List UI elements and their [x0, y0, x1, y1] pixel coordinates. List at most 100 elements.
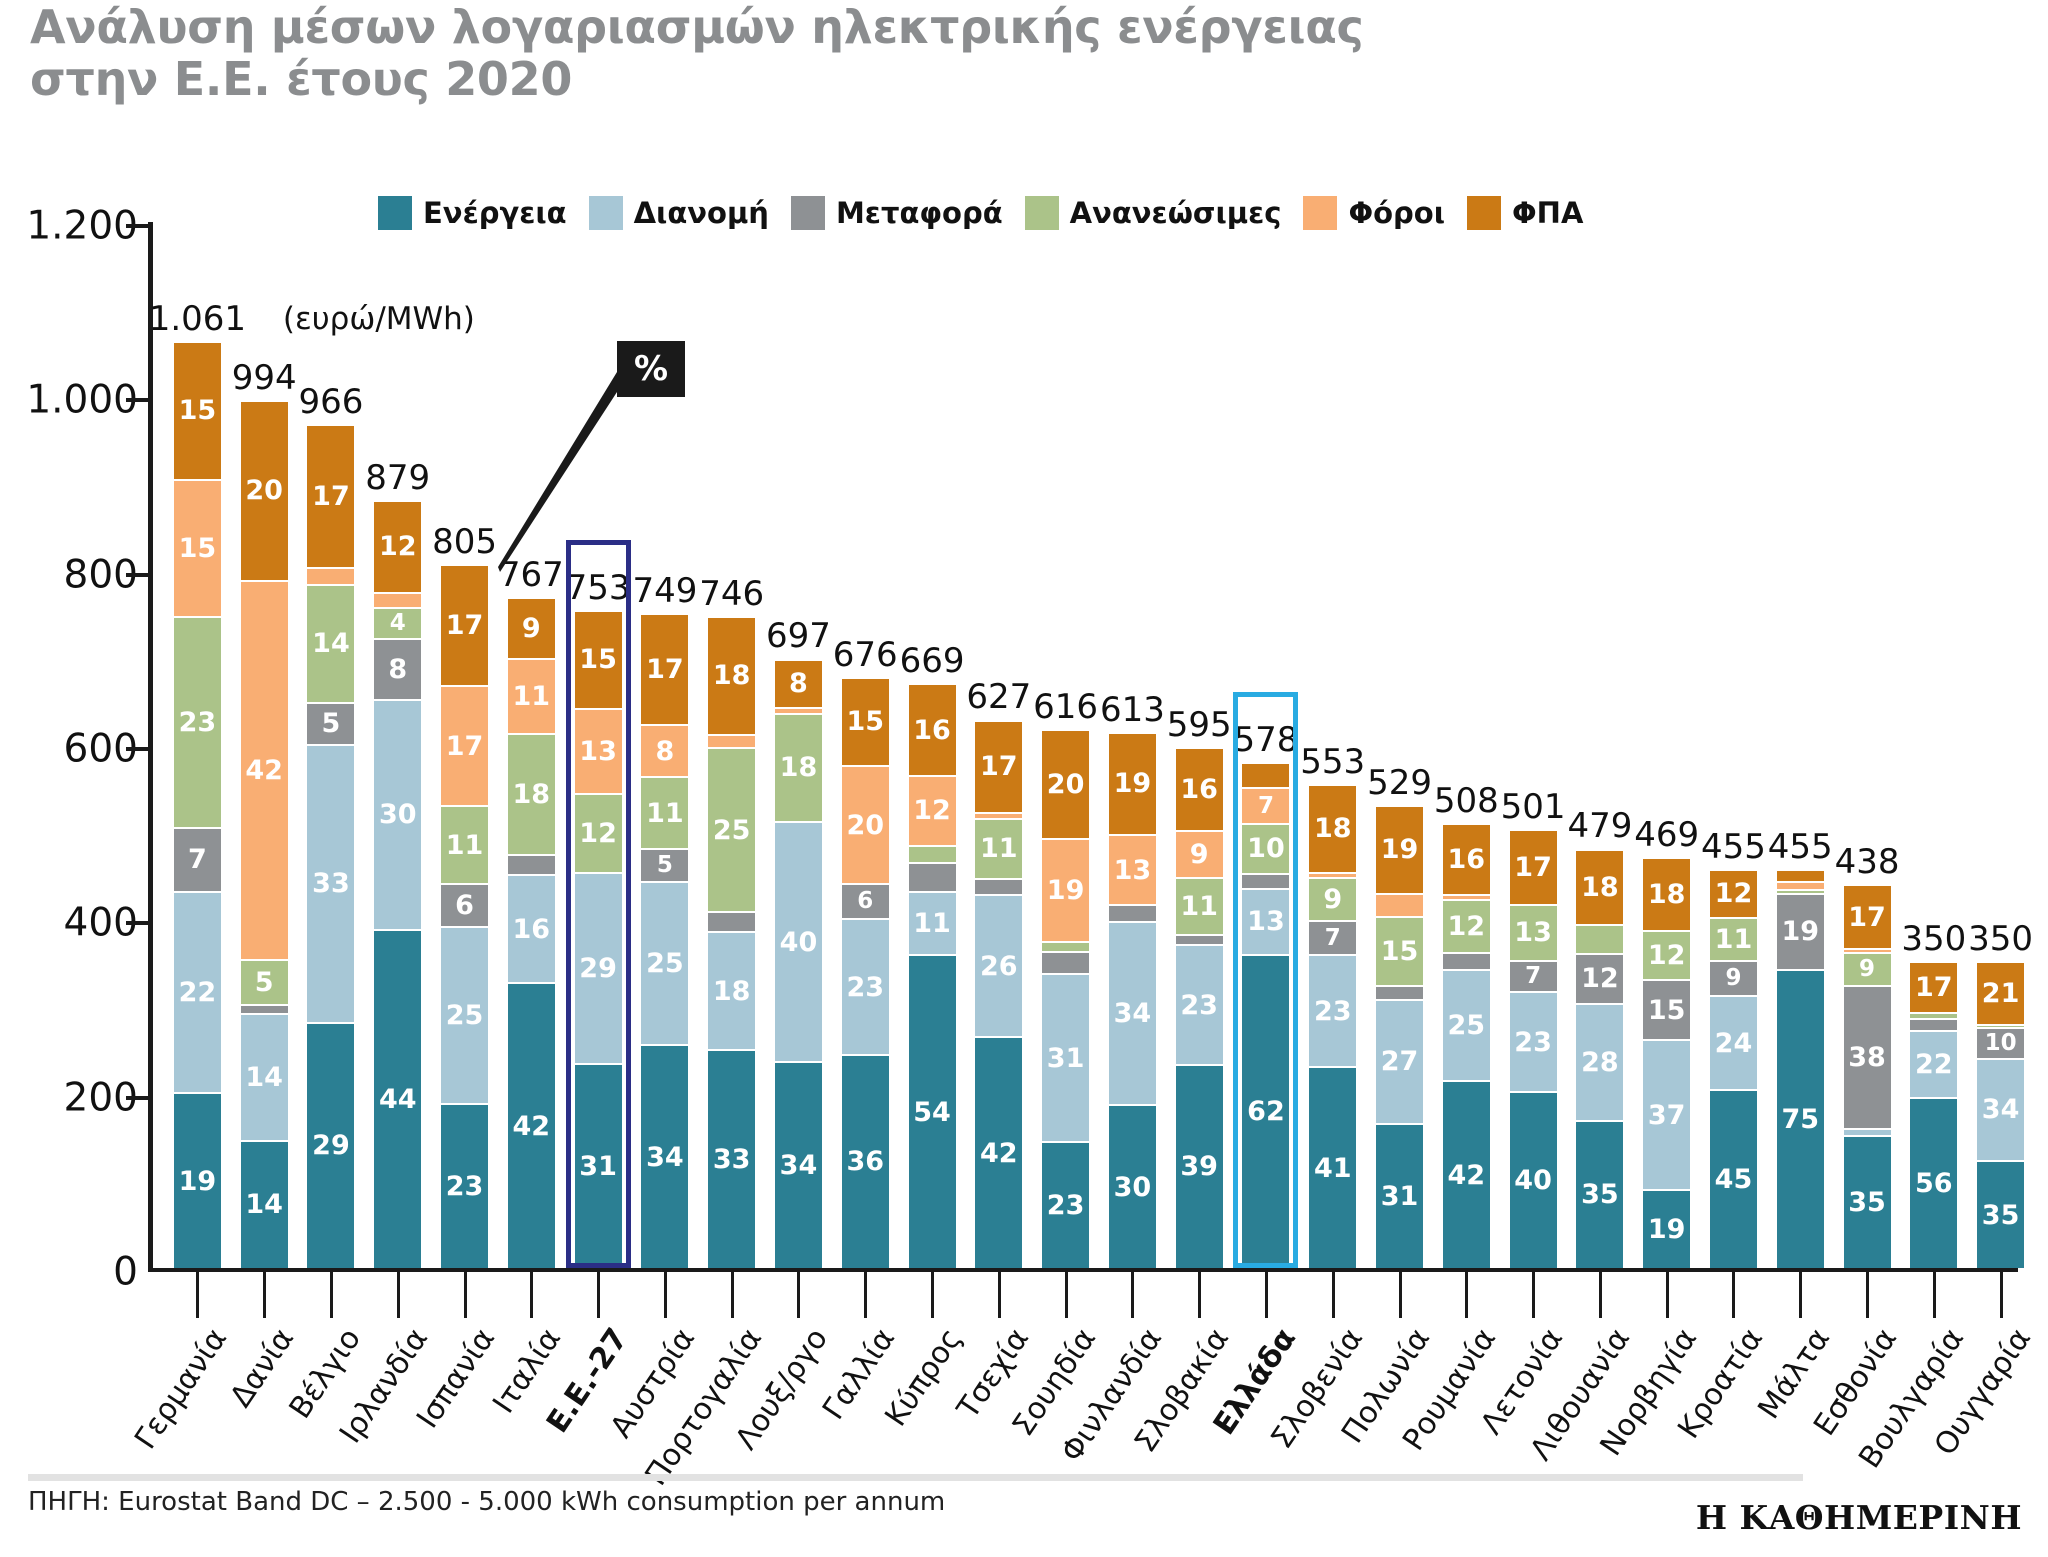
- segment-value: 8: [655, 735, 675, 767]
- bar-Λουξ/ργο[interactable]: 34 40 18 8 697: [766, 616, 831, 1268]
- segment-value: 20: [846, 809, 885, 841]
- bar-segment-Φόροι: 19: [1042, 839, 1090, 943]
- bar-Λετονία[interactable]: 40 23 7 13 17 501: [1501, 787, 1566, 1268]
- x-tick-Ιρλανδία: [396, 1272, 400, 1318]
- segment-value: 5: [656, 851, 673, 878]
- bar-Ελλάδα[interactable]: 62 13 10 7 578: [1234, 720, 1298, 1268]
- y-tick-label-1000: 1.000: [26, 377, 138, 423]
- bar-segment-Διανομή: 29: [574, 874, 622, 1065]
- bar-segment-Ανανεώσιμες: 9: [1843, 953, 1891, 988]
- legend-vat: ΦΠΑ: [1467, 196, 1583, 230]
- bar-Κύπρος[interactable]: 54 11 12 16 669: [900, 641, 964, 1268]
- bar-segment-ΦΠΑ: 12: [374, 501, 422, 594]
- bar-segment-Διανομή: 16: [507, 876, 555, 985]
- bar-segment-Διανομή: 27: [1376, 1000, 1424, 1126]
- bar-Βέλγιο[interactable]: 29 33 5 14 17 966: [299, 382, 363, 1268]
- x-axis-labels: Γερμανία Δανία Βέλγιο Ιρλανδία Ισπανία Ιταλία…: [128, 1272, 2038, 1492]
- x-tick-Λιθουανία: [1598, 1272, 1602, 1318]
- segment-value: 25: [445, 999, 484, 1031]
- segment-value: 9: [1323, 883, 1343, 915]
- bar-segment-Ενέργεια: 14: [240, 1141, 288, 1268]
- bar-segment-Φόροι: 20: [841, 767, 889, 886]
- bar-Βουλγαρία[interactable]: 56 22 17 350: [1901, 919, 1966, 1268]
- bar-Ουγγαρία[interactable]: 35 34 10 21 350: [1968, 919, 2033, 1268]
- x-tick-Ελλάδα: [1264, 1272, 1268, 1318]
- segment-value: 19: [1647, 1214, 1686, 1246]
- bar-Μάλτα[interactable]: 75 19 455: [1768, 827, 1833, 1268]
- bar-Κροατία[interactable]: 45 24 9 11 12 455: [1701, 827, 1766, 1268]
- segment-value: 15: [178, 532, 217, 564]
- bar-segment-Ενέργεια: 35: [1843, 1137, 1891, 1268]
- bar-total-label: 1.061: [148, 299, 247, 340]
- x-tick-Γαλλία: [864, 1272, 868, 1318]
- segment-value: 26: [980, 950, 1018, 982]
- segment-value: 17: [1848, 901, 1886, 933]
- segment-value: 11: [913, 907, 951, 939]
- bar-Δανία[interactable]: 14 14 5 42 20 994: [232, 358, 297, 1268]
- bar-Φινλανδία[interactable]: 30 34 13 19 613: [1100, 690, 1165, 1268]
- segment-value: 20: [1046, 768, 1085, 800]
- bar-Πορτογαλία[interactable]: 33 18 25 18 746: [699, 574, 764, 1268]
- bar-segment-ΦΠΑ: 15: [173, 343, 221, 481]
- bar-segment-Ανανεώσιμες: 10: [1242, 824, 1290, 876]
- bar-segment-ΦΠΑ: 17: [975, 721, 1023, 815]
- bar-segment-Μεταφορά: 8: [374, 639, 422, 702]
- segment-value: 42: [512, 1110, 551, 1142]
- segment-value: 15: [1647, 994, 1686, 1026]
- bar-Σλοβακία[interactable]: 39 23 11 9 16 595: [1167, 705, 1232, 1268]
- bar-Πολωνία[interactable]: 31 27 15 19 529: [1367, 763, 1432, 1268]
- bar-Νορβηγία[interactable]: 19 37 15 12 18 469: [1634, 815, 1699, 1268]
- bar-segment-Διανομή: 34: [1977, 1059, 2025, 1163]
- segment-value: 8: [789, 668, 808, 700]
- segment-value: 33: [712, 1144, 751, 1176]
- x-tick-Σλοβενία: [1331, 1272, 1335, 1318]
- bar-Σουηδία[interactable]: 23 31 19 20 616: [1033, 687, 1098, 1268]
- segment-value: 8: [388, 653, 408, 685]
- x-tick-Πολωνία: [1398, 1272, 1402, 1318]
- segment-value: 16: [512, 913, 551, 945]
- bar-segment-Φόροι: 42: [240, 582, 288, 962]
- segment-value: 11: [646, 797, 684, 829]
- bar-Σλοβενία[interactable]: 41 23 7 9 18 553: [1300, 742, 1365, 1268]
- bar-segment-Ενέργεια: 34: [774, 1063, 822, 1268]
- bar-segment-Μεταφορά: 6: [441, 885, 489, 928]
- bar-Γαλλία[interactable]: 36 23 6 20 15 676: [833, 635, 898, 1268]
- segment-value: 23: [445, 1170, 484, 1202]
- bar-Τσεχία[interactable]: 42 26 11 17 627: [966, 677, 1031, 1268]
- bar-segment-Φόροι: [774, 708, 822, 715]
- legend-distribution-label: Διανομή: [633, 196, 769, 230]
- segment-value: 34: [1981, 1094, 2020, 1126]
- segment-value: 19: [1380, 834, 1419, 866]
- bar-Εσθονία[interactable]: 35 38 9 17 438: [1835, 842, 1899, 1268]
- bar-segment-ΦΠΑ: 18: [1643, 859, 1691, 933]
- bar-total-label: 455: [1767, 827, 1833, 868]
- bar-Ε.Ε.-27[interactable]: 31 29 12 13 15 753: [566, 568, 631, 1268]
- y-tick-label-200: 200: [63, 1075, 138, 1121]
- bar-Λιθουανία[interactable]: 35 28 12 18 479: [1567, 806, 1632, 1268]
- segment-value: 25: [646, 947, 684, 979]
- bar-Γερμανία[interactable]: 19 22 7 23 15 15 1.061: [149, 299, 246, 1268]
- bar-segment-Ανανεώσιμες: 4: [374, 609, 422, 640]
- bar-total-label: 595: [1166, 705, 1232, 746]
- bar-Αυστρία[interactable]: 34 25 5 11 8 17 749: [632, 571, 697, 1268]
- legend-energy: Ενέργεια: [378, 196, 567, 230]
- bar-Ιρλανδία[interactable]: 44 30 8 4 12 879: [365, 458, 430, 1268]
- segment-value: 5: [321, 708, 341, 740]
- bar-segment-Φόροι: 7: [1242, 789, 1290, 825]
- segment-value: 17: [445, 610, 484, 642]
- bar-Ιταλία[interactable]: 42 16 18 11 9 767: [499, 555, 564, 1268]
- bar-segment-Μεταφορά: 7: [1509, 962, 1557, 993]
- bar-segment-Φόροι: [975, 814, 1023, 820]
- bar-total-label: 676: [832, 634, 898, 675]
- segment-value: 19: [178, 1165, 217, 1197]
- segment-value: 9: [1725, 964, 1742, 991]
- brand-logo: Η ΚΑΘΗΜΕΡΙΝΗ: [1695, 1498, 2022, 1537]
- bar-Ρουμανία[interactable]: 42 25 12 16 508: [1434, 781, 1499, 1268]
- bar-segment-Ενέργεια: 39: [1175, 1065, 1223, 1268]
- bar-segment-Ανανεώσιμες: 25: [708, 749, 756, 914]
- bar-Ισπανία[interactable]: 23 25 6 11 17 17 805: [432, 522, 497, 1268]
- segment-value: 35: [1848, 1187, 1886, 1218]
- segment-value: 16: [913, 714, 951, 746]
- bar-segment-Ενέργεια: 42: [507, 984, 555, 1268]
- bar-segment-Ανανεώσιμες: 11: [1709, 918, 1757, 962]
